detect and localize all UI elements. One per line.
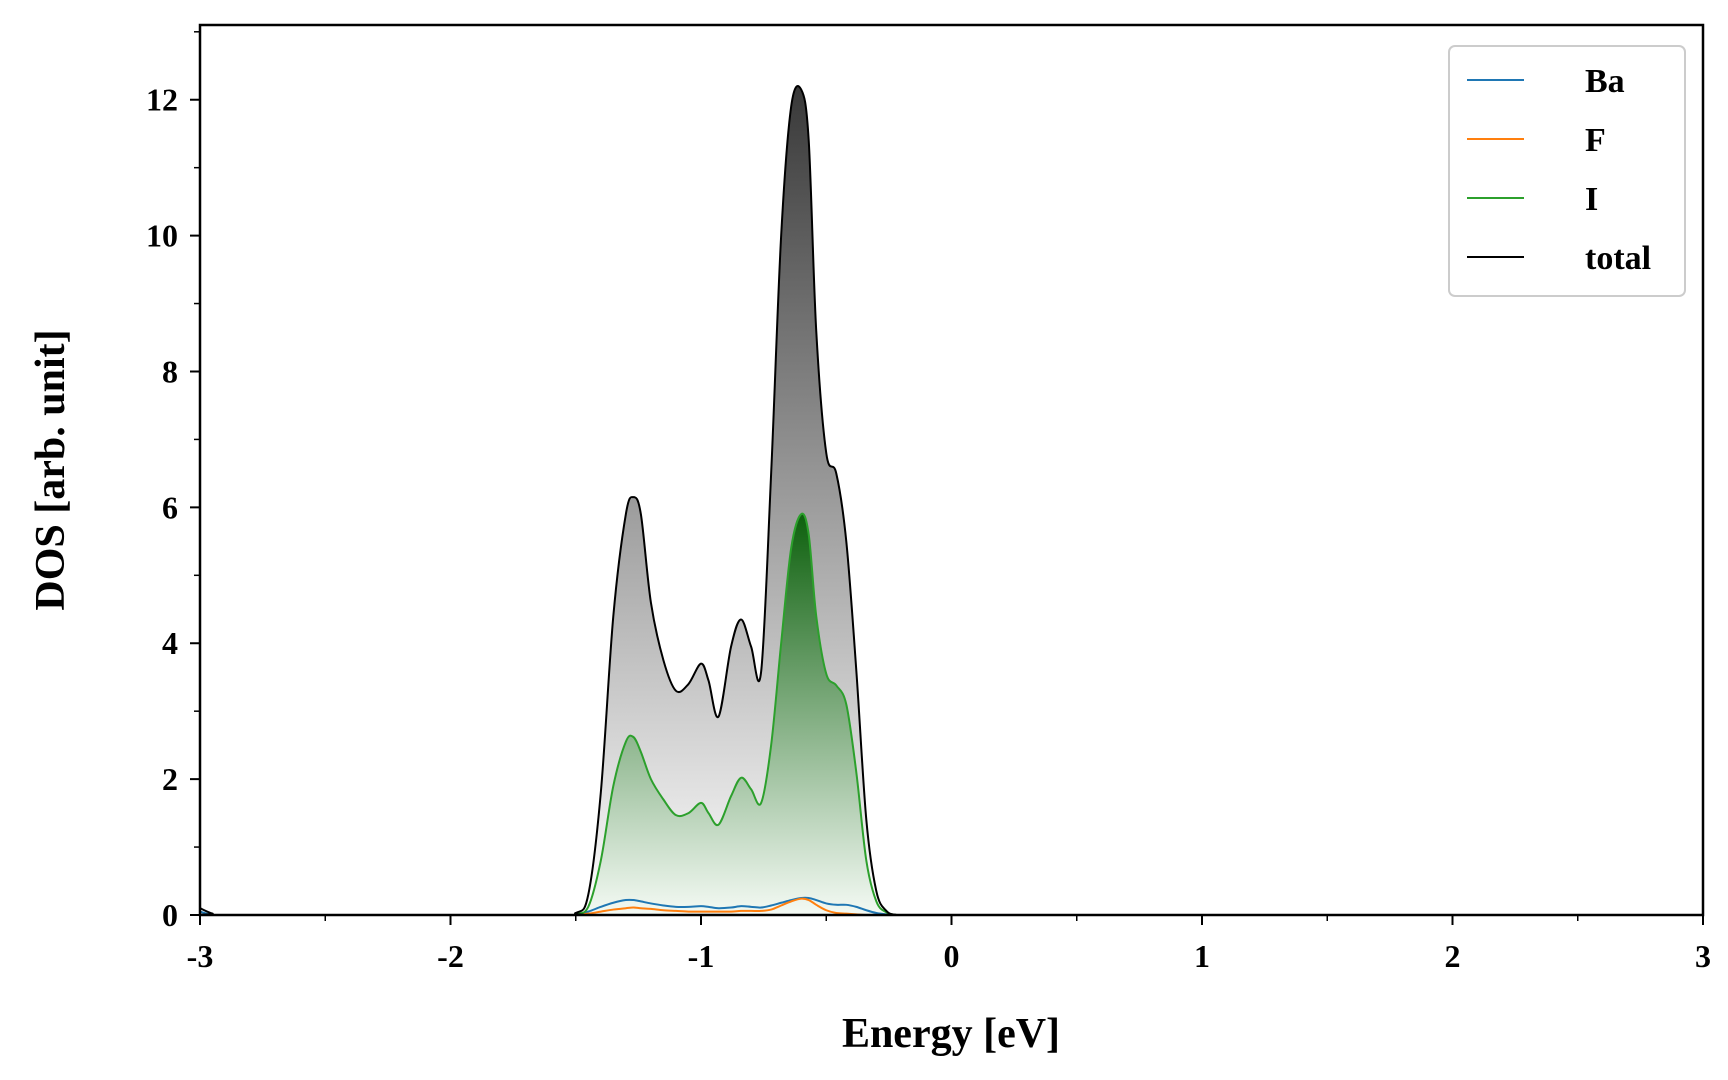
legend-box bbox=[1448, 45, 1686, 297]
series-line-total bbox=[200, 85, 1703, 915]
x-tick-label: 2 bbox=[1445, 938, 1461, 974]
x-axis: -3 -2 -1 0 1 2 3 bbox=[187, 915, 1711, 974]
x-tick-label: -2 bbox=[437, 938, 464, 974]
y-tick-label: 6 bbox=[162, 489, 178, 525]
series-line-ba bbox=[200, 896, 1703, 915]
y-tick-label: 2 bbox=[162, 761, 178, 797]
x-axis-title: Energy [eV] bbox=[842, 1011, 1060, 1057]
legend-label-ba: Ba bbox=[1585, 63, 1625, 100]
x-tick-label: 0 bbox=[944, 938, 960, 974]
x-tick-label: 3 bbox=[1695, 938, 1711, 974]
legend-label-f: F bbox=[1585, 122, 1606, 159]
y-tick-label: 4 bbox=[162, 625, 178, 661]
y-axis: 0 2 4 6 8 10 12 bbox=[146, 31, 200, 933]
x-tick-label: -3 bbox=[187, 938, 214, 974]
legend-label-i: I bbox=[1585, 181, 1598, 218]
series-line-f bbox=[200, 897, 1703, 915]
x-tick-label: 1 bbox=[1194, 938, 1210, 974]
legend-label-total: total bbox=[1585, 240, 1651, 277]
x-tick-label: -1 bbox=[688, 938, 715, 974]
y-tick-label: 10 bbox=[146, 218, 178, 254]
area-fill-i bbox=[200, 513, 1703, 915]
y-tick-label: 0 bbox=[162, 897, 178, 933]
y-tick-label: 12 bbox=[146, 82, 178, 118]
series-line-i bbox=[200, 512, 1703, 915]
y-tick-label: 8 bbox=[162, 353, 178, 389]
y-axis-title: DOS [arb. unit] bbox=[28, 329, 74, 610]
